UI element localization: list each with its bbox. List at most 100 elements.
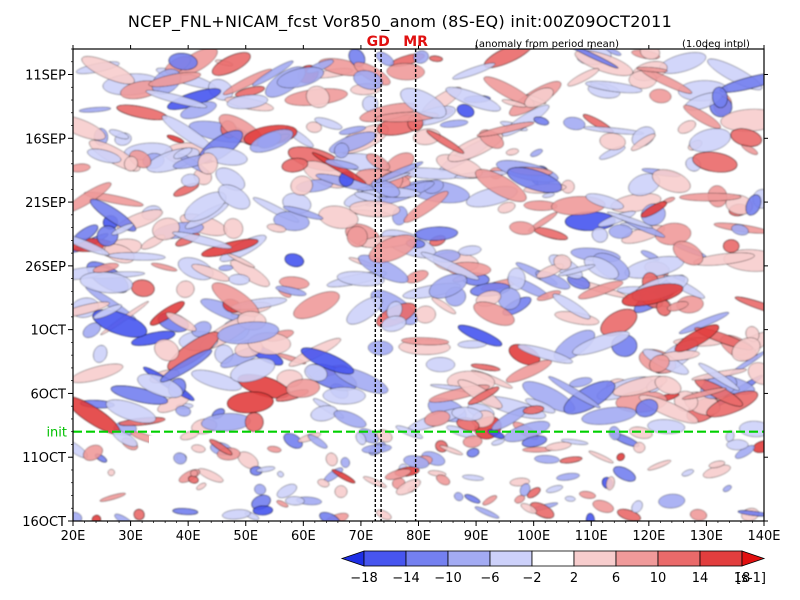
anomaly-cell <box>172 508 199 515</box>
anomaly-cell <box>429 55 443 62</box>
anomaly-cell <box>420 251 480 281</box>
y-tick-label: 26SEP <box>25 260 66 275</box>
anomaly-cell <box>160 349 212 383</box>
anomaly-cell <box>748 362 764 385</box>
x-tick-label: 120E <box>632 529 665 544</box>
anomaly-cell <box>520 503 537 514</box>
anomaly-cell <box>254 484 266 495</box>
anomaly-cell <box>631 133 656 151</box>
colorbar-arrow-right <box>741 550 766 567</box>
anomaly-cell <box>456 104 475 118</box>
x-tick-label: 90E <box>464 529 489 544</box>
colorbar-tick-label: 10 <box>650 571 667 586</box>
anomaly-cell <box>293 291 340 319</box>
anomaly-cell <box>572 331 630 356</box>
anomaly-cell <box>230 357 276 383</box>
anomaly-cell <box>679 312 729 334</box>
anomaly-cell <box>683 104 721 129</box>
anomaly-cell <box>497 202 516 214</box>
anomaly-cell <box>190 469 198 477</box>
anomaly-cell <box>681 387 727 400</box>
anomaly-cell <box>431 297 456 315</box>
anomaly-cell <box>658 493 685 509</box>
anomaly-cell <box>474 506 500 519</box>
anomaly-cell <box>734 296 764 317</box>
anomaly-cell <box>524 87 554 108</box>
anomaly-cell <box>355 432 367 445</box>
anomaly-cell <box>726 439 749 451</box>
colorbar-tick-label: −14 <box>392 571 419 586</box>
anomaly-cell <box>546 485 563 493</box>
anomaly-cell <box>654 376 682 395</box>
anomaly-cell <box>636 66 668 73</box>
anomaly-cell <box>616 453 625 461</box>
anomaly-cell <box>89 198 137 232</box>
anomaly-cell <box>131 330 176 346</box>
anomaly-cell <box>413 50 429 64</box>
colorbar-bin <box>363 550 407 567</box>
anomaly-cell <box>592 500 614 513</box>
anomaly-cell <box>667 301 689 312</box>
anomaly-cell <box>564 496 576 502</box>
x-tick-label: 40E <box>176 529 201 544</box>
colorbar-unit: [s-1] <box>736 571 766 586</box>
anomaly-cell <box>166 134 185 144</box>
anomaly-cell <box>133 509 145 521</box>
anomaly-cell <box>505 148 519 156</box>
anomaly-cell <box>73 233 110 256</box>
anomaly-cell <box>563 380 616 415</box>
y-tick-label: 16OCT <box>22 515 66 530</box>
anomaly-cell <box>507 267 526 290</box>
anomaly-cell <box>223 218 244 239</box>
chart-subtitle-left: (anomaly from period mean) <box>475 39 619 50</box>
colorbar-tick-label: −2 <box>522 571 541 586</box>
anomaly-cell <box>451 407 483 421</box>
anomaly-cell <box>277 471 284 478</box>
anomaly-cell <box>322 387 366 405</box>
anomaly-cell <box>681 469 694 477</box>
anomaly-cell <box>737 510 764 517</box>
x-tick-label: 80E <box>406 529 431 544</box>
anomaly-cell <box>633 442 646 453</box>
anomaly-cell <box>606 476 615 491</box>
anomaly-cell <box>249 129 294 153</box>
anomaly-cell <box>652 169 691 193</box>
anomaly-cell <box>673 241 704 266</box>
anomaly-cell <box>275 285 307 296</box>
anomaly-cell <box>739 420 764 438</box>
anomaly-cell <box>452 62 496 80</box>
anomaly-cell <box>558 264 596 276</box>
anomaly-cell <box>745 194 762 216</box>
anomaly-cell <box>527 487 541 499</box>
x-tick-label: 110E <box>575 529 608 544</box>
anomaly-cell <box>698 362 740 391</box>
anomaly-cell <box>306 121 322 133</box>
anomaly-cell <box>227 391 274 414</box>
anomaly-cell <box>561 439 589 445</box>
anomaly-cell <box>690 509 707 521</box>
anomaly-cell <box>470 363 501 372</box>
anomaly-cell <box>218 184 251 210</box>
anomaly-cell <box>227 253 255 268</box>
anomaly-cell <box>92 309 147 338</box>
anomaly-cell <box>692 151 738 173</box>
anomaly-cell <box>244 412 264 432</box>
anomaly-cell <box>346 296 383 325</box>
anomaly-cell <box>218 264 234 271</box>
anomaly-cell <box>196 482 207 490</box>
anomaly-cell <box>482 495 498 506</box>
anomaly-cell <box>436 474 451 486</box>
anomaly-cell <box>462 435 483 448</box>
anomaly-cell <box>445 87 501 112</box>
missing-data-strip <box>149 435 162 521</box>
anomaly-cell <box>175 405 191 417</box>
anomaly-cell <box>424 410 451 427</box>
anomaly-cell <box>325 452 338 467</box>
anomaly-cell <box>109 129 129 140</box>
anomaly-cell <box>151 262 178 272</box>
colorbar-tick-label: −6 <box>480 571 499 586</box>
anomaly-cell <box>588 450 614 464</box>
anomaly-cell <box>276 66 324 89</box>
field-shading <box>73 49 764 521</box>
